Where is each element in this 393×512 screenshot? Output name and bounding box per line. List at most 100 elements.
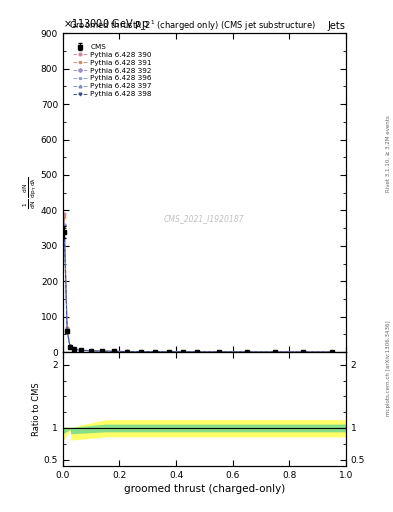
Pythia 6.428 390 [244,349,249,355]
Pythia 6.428 397 [273,349,277,355]
Pythia 6.428 392 [89,348,94,354]
Pythia 6.428 397 [152,349,157,355]
Pythia 6.428 391 [216,349,221,355]
Pythia 6.428 390 [68,343,72,349]
Pythia 6.428 392 [167,349,171,355]
Pythia 6.428 398 [181,349,185,355]
Text: Jets: Jets [328,20,346,31]
Line: Pythia 6.428 392: Pythia 6.428 392 [63,223,333,353]
Pythia 6.428 390 [72,346,77,352]
Pythia 6.428 397 [62,228,67,234]
Pythia 6.428 396 [62,223,67,229]
Pythia 6.428 391 [138,349,143,355]
Pythia 6.428 397 [79,347,84,353]
Pythia 6.428 392 [100,348,105,354]
Pythia 6.428 398 [152,349,157,355]
Pythia 6.428 391 [301,349,306,355]
Pythia 6.428 398 [68,344,72,350]
Pythia 6.428 396 [124,349,129,355]
Pythia 6.428 397 [112,348,116,354]
Pythia 6.428 392 [273,349,277,355]
Text: Groomed thrust$\lambda$_2$^1$ (charged only) (CMS jet substructure): Groomed thrust$\lambda$_2$^1$ (charged o… [68,19,316,33]
Pythia 6.428 391 [273,349,277,355]
Pythia 6.428 391 [79,347,84,353]
Pythia 6.428 392 [244,349,249,355]
Pythia 6.428 390 [138,349,143,355]
Pythia 6.428 398 [138,349,143,355]
Pythia 6.428 397 [167,349,171,355]
Text: Rivet 3.1.10, ≥ 3.2M events: Rivet 3.1.10, ≥ 3.2M events [386,115,391,192]
Y-axis label: Ratio to CMS: Ratio to CMS [32,382,41,436]
Pythia 6.428 391 [112,348,116,354]
Pythia 6.428 396 [68,344,72,350]
Line: Pythia 6.428 396: Pythia 6.428 396 [63,225,333,353]
Pythia 6.428 396 [152,349,157,355]
Pythia 6.428 396 [195,349,200,355]
Pythia 6.428 397 [65,328,70,334]
Pythia 6.428 397 [244,349,249,355]
Pythia 6.428 392 [152,349,157,355]
Pythia 6.428 391 [181,349,185,355]
Pythia 6.428 390 [79,347,84,353]
Pythia 6.428 397 [100,348,105,354]
Pythia 6.428 397 [301,349,306,355]
Pythia 6.428 390 [124,348,129,354]
Pythia 6.428 390 [195,349,200,355]
Pythia 6.428 392 [195,349,200,355]
Pythia 6.428 396 [181,349,185,355]
Pythia 6.428 390 [329,349,334,355]
Line: Pythia 6.428 398: Pythia 6.428 398 [63,232,333,353]
Pythia 6.428 392 [216,349,221,355]
Pythia 6.428 391 [244,349,249,355]
Pythia 6.428 396 [89,348,94,354]
Pythia 6.428 396 [79,347,84,353]
Pythia 6.428 392 [68,344,72,350]
Pythia 6.428 398 [329,349,334,355]
Pythia 6.428 396 [72,346,77,352]
Pythia 6.428 397 [89,348,94,354]
Pythia 6.428 398 [79,347,84,353]
Legend: CMS, Pythia 6.428 390, Pythia 6.428 391, Pythia 6.428 392, Pythia 6.428 396, Pyt: CMS, Pythia 6.428 390, Pythia 6.428 391,… [72,44,152,98]
Pythia 6.428 398 [89,348,94,354]
Pythia 6.428 390 [89,348,94,354]
Pythia 6.428 391 [167,349,171,355]
Pythia 6.428 392 [329,349,334,355]
Pythia 6.428 396 [138,349,143,355]
Pythia 6.428 398 [273,349,277,355]
Pythia 6.428 396 [100,348,105,354]
Text: mcplots.cern.ch [arXiv:1306.3436]: mcplots.cern.ch [arXiv:1306.3436] [386,321,391,416]
Pythia 6.428 392 [65,327,70,333]
Pythia 6.428 397 [329,349,334,355]
Pythia 6.428 396 [273,349,277,355]
Pythia 6.428 391 [329,349,334,355]
Pythia 6.428 390 [216,349,221,355]
Pythia 6.428 397 [195,349,200,355]
Pythia 6.428 392 [79,347,84,353]
Pythia 6.428 392 [301,349,306,355]
Pythia 6.428 397 [124,349,129,355]
Pythia 6.428 396 [216,349,221,355]
Pythia 6.428 390 [152,349,157,355]
Pythia 6.428 396 [244,349,249,355]
Pythia 6.428 398 [216,349,221,355]
Pythia 6.428 397 [72,346,77,352]
Pythia 6.428 392 [181,349,185,355]
Pythia 6.428 397 [68,344,72,350]
Text: $\times$113000 GeV pp: $\times$113000 GeV pp [63,17,149,31]
Pythia 6.428 392 [112,348,116,354]
Pythia 6.428 398 [167,349,171,355]
Pythia 6.428 398 [100,348,105,354]
Line: Pythia 6.428 390: Pythia 6.428 390 [63,212,333,353]
Pythia 6.428 398 [72,346,77,352]
Pythia 6.428 391 [89,348,94,354]
Line: Pythia 6.428 397: Pythia 6.428 397 [63,230,333,353]
Pythia 6.428 398 [65,328,70,334]
Pythia 6.428 390 [181,349,185,355]
Pythia 6.428 396 [329,349,334,355]
Pythia 6.428 390 [301,349,306,355]
Pythia 6.428 391 [124,348,129,354]
Pythia 6.428 391 [152,349,157,355]
Pythia 6.428 390 [65,325,70,331]
Pythia 6.428 398 [124,349,129,355]
Pythia 6.428 391 [72,346,77,352]
